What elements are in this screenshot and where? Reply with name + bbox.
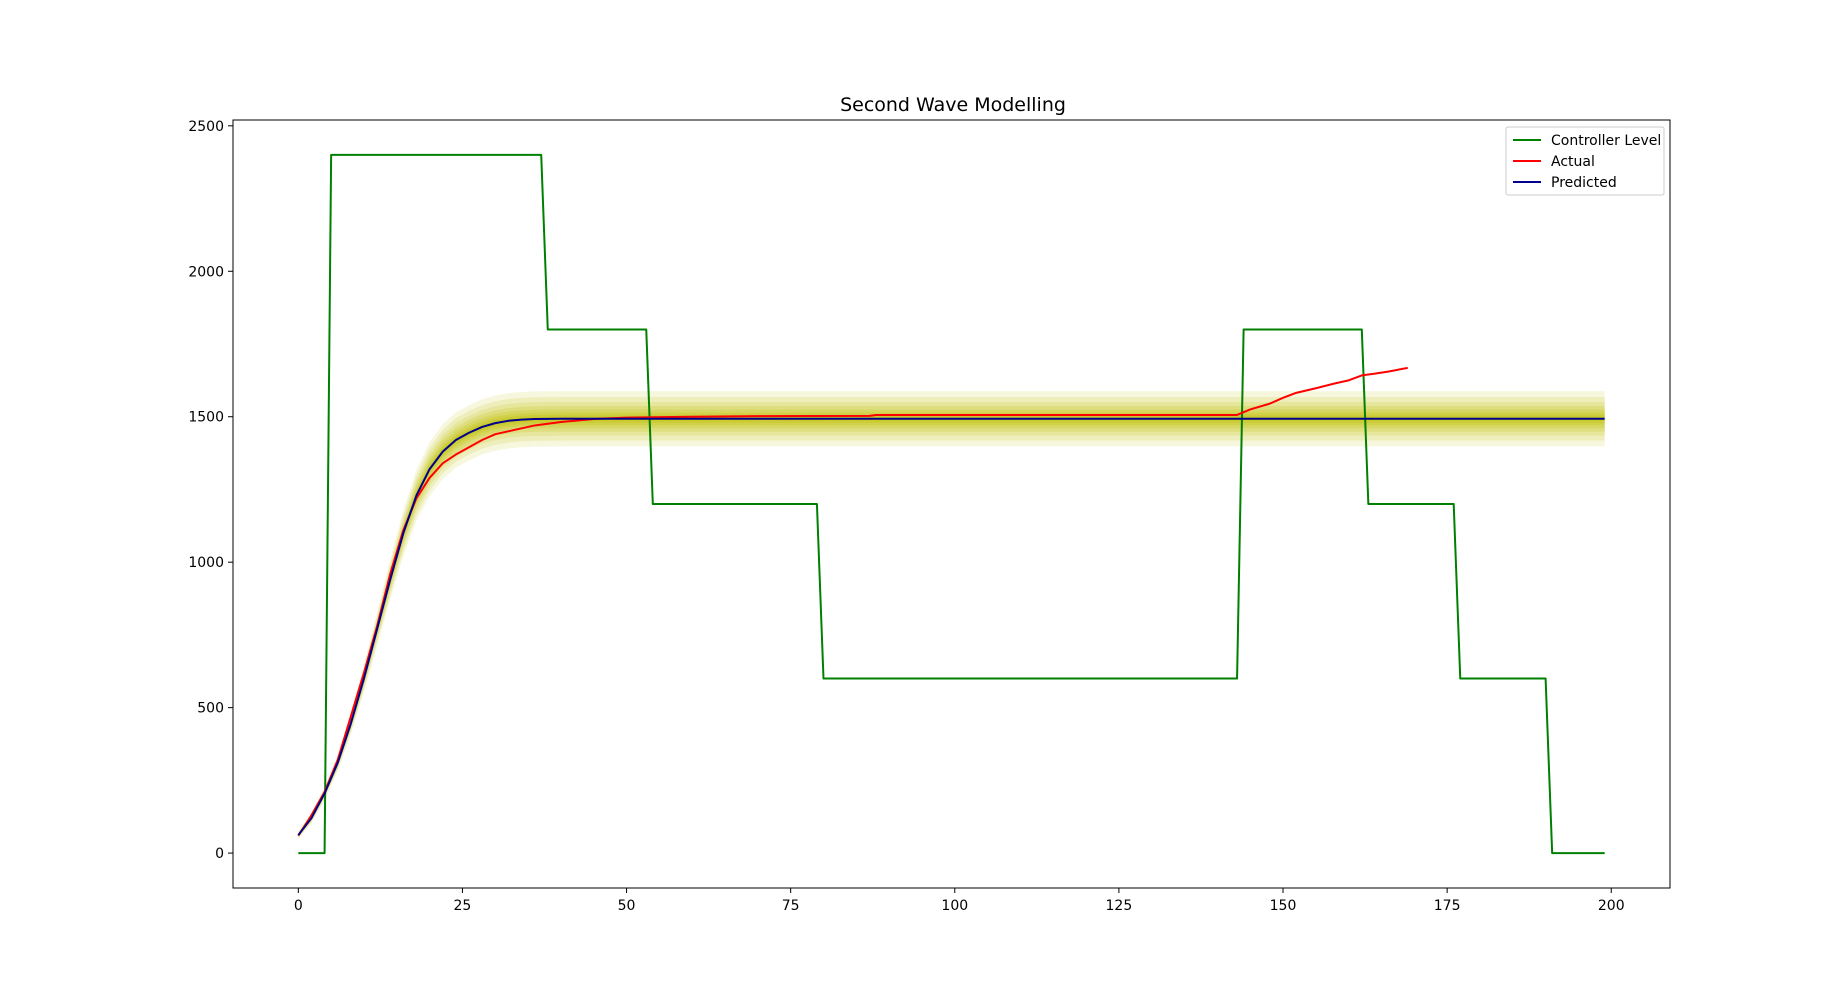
- legend-label: Predicted: [1551, 175, 1617, 191]
- plot-frame: [232, 119, 1671, 889]
- legend-box: [1505, 126, 1665, 196]
- x-tick-label: 50: [618, 898, 636, 914]
- y-tick-label: 1500: [188, 410, 224, 426]
- prediction-band-layer: [298, 391, 1605, 839]
- y-tick-label: 0: [215, 846, 224, 862]
- x-tick-label: 175: [1434, 898, 1461, 914]
- legend-label: Controller Level: [1551, 133, 1661, 149]
- prediction-band-group: [298, 391, 1605, 839]
- legend-label: Actual: [1551, 154, 1595, 170]
- y-tick-label: 2000: [188, 264, 224, 280]
- y-tick-label: 1000: [188, 555, 224, 571]
- x-tick-label: 125: [1106, 898, 1133, 914]
- legend: Controller Level Actual Predicted: [1505, 126, 1665, 196]
- y-tick-label: 500: [197, 701, 224, 717]
- x-tick-label: 200: [1598, 898, 1625, 914]
- x-tick-label: 75: [782, 898, 800, 914]
- x-axis: 0 25 50 75 100 125 150 175 200: [294, 888, 1625, 914]
- chart-title: Second Wave Modelling: [840, 94, 1066, 116]
- x-tick-label: 150: [1270, 898, 1297, 914]
- x-tick-label: 0: [294, 898, 303, 914]
- series-group: [297, 153, 1605, 855]
- series-line-controller-level: [298, 153, 1605, 855]
- x-tick-label: 25: [454, 898, 472, 914]
- y-tick-label: 2500: [188, 119, 224, 135]
- y-axis: 0 500 1000 1500 2000 2500: [188, 119, 233, 862]
- series-line-predicted: [297, 417, 1605, 836]
- x-tick-label: 100: [941, 898, 968, 914]
